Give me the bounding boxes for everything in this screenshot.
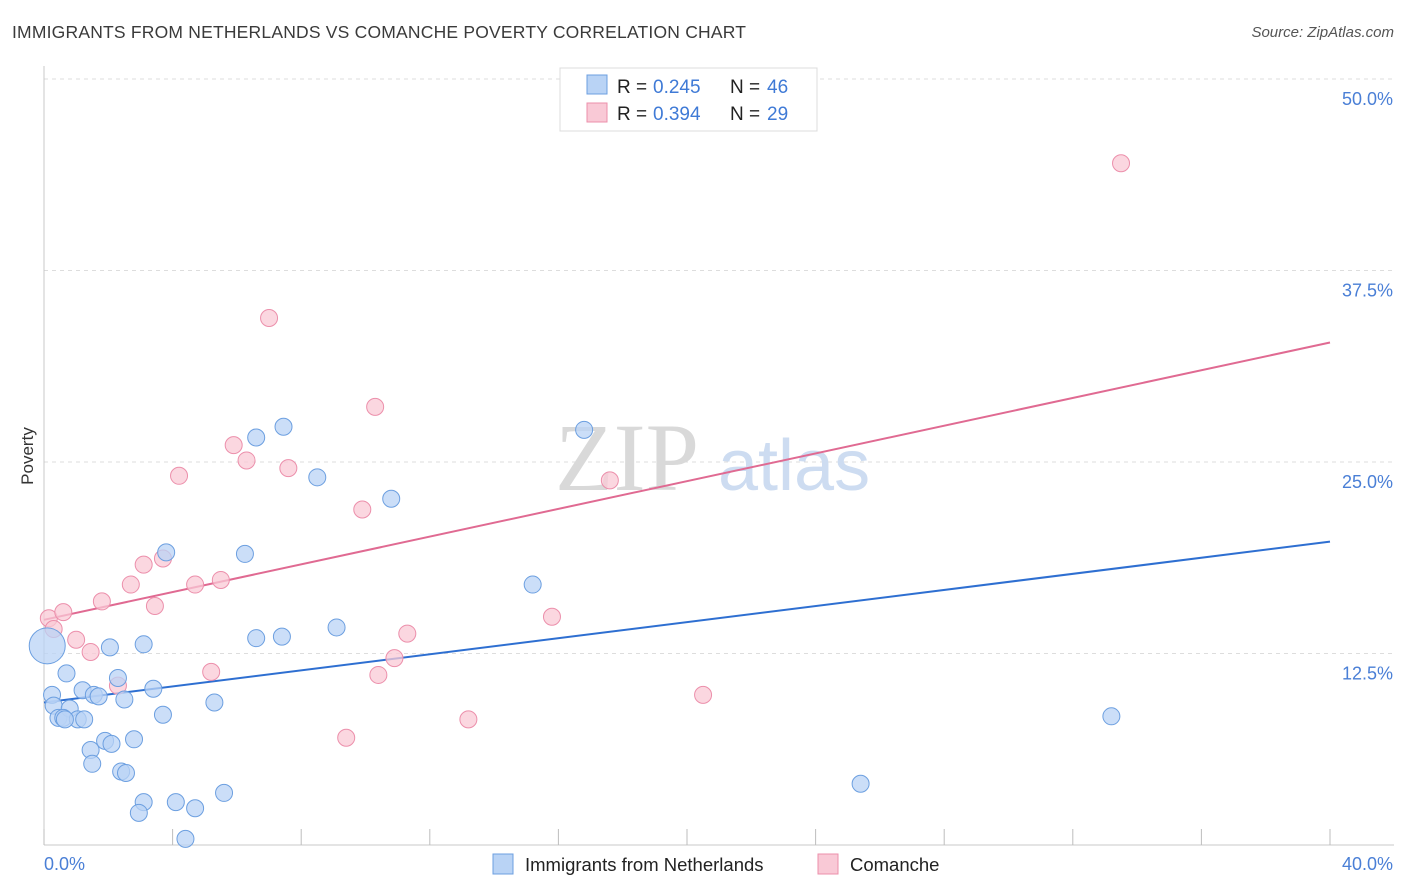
chart-title: IMMIGRANTS FROM NETHERLANDS VS COMANCHE … — [12, 22, 747, 42]
netherlands-point-4 — [57, 664, 76, 683]
comanche-point-23 — [385, 649, 404, 668]
bottom-legend-swatch-blue — [492, 853, 514, 875]
netherlands-point-32 — [215, 783, 234, 802]
comanche-point-5 — [92, 592, 111, 611]
netherlands-point-18 — [83, 754, 102, 773]
x-tick-label-max: 40.0% — [1342, 854, 1393, 874]
comanche-point-24 — [398, 624, 417, 643]
bottom-legend-label-blue: Immigrants from Netherlands — [525, 854, 764, 875]
comanche-point-2 — [54, 603, 73, 622]
y-tick-label-3: 50.0% — [1342, 89, 1393, 109]
comanche-point-21 — [366, 397, 385, 416]
netherlands-point-30 — [186, 799, 205, 818]
comanche-point-9 — [145, 597, 164, 616]
netherlands-point-38 — [308, 468, 327, 487]
legend-n-value-blue: 46 — [767, 77, 788, 98]
netherlands-point-24 — [153, 705, 172, 724]
netherlands-point-36 — [272, 627, 291, 646]
netherlands-point-42 — [575, 420, 594, 439]
netherlands-point-0 — [28, 627, 66, 665]
comanche-point-22 — [369, 665, 388, 684]
axes — [43, 66, 1394, 846]
netherlands-point-12 — [100, 638, 119, 657]
comanche-point-8 — [134, 555, 153, 574]
netherlands-point-37 — [274, 417, 293, 436]
netherlands-points — [28, 417, 1121, 848]
comanche-point-17 — [260, 308, 279, 327]
comanche-point-26 — [542, 607, 561, 626]
legend-r-label-blue: R = — [617, 77, 647, 98]
legend: R = 0.245 N = 46 R = 0.394 N = 29 — [559, 67, 818, 132]
comanche-point-4 — [81, 642, 100, 661]
watermark: ZIP atlas — [555, 404, 870, 511]
y-axis-title: Poverty — [18, 427, 37, 485]
bottom-legend-label-pink: Comanche — [850, 854, 939, 875]
y-tick-label-1: 25.0% — [1342, 472, 1393, 492]
netherlands-point-40 — [382, 489, 401, 508]
comanche-point-20 — [353, 500, 372, 519]
netherlands-point-28 — [166, 793, 185, 812]
comanche-point-14 — [211, 570, 230, 589]
netherlands-point-13 — [108, 669, 127, 688]
netherlands-point-41 — [523, 575, 542, 594]
comanche-point-27 — [600, 471, 619, 490]
comanche-point-12 — [186, 575, 205, 594]
netherlands-point-11 — [89, 687, 108, 706]
legend-n-label-blue: N = — [730, 77, 760, 98]
bottom-legend-swatch-pink — [817, 853, 839, 875]
comanche-point-18 — [279, 459, 298, 478]
comanche-point-7 — [121, 575, 140, 594]
legend-n-label-pink: N = — [730, 104, 760, 125]
legend-r-value-blue: 0.245 — [653, 77, 701, 98]
legend-swatch-blue — [586, 74, 608, 95]
legend-r-label-pink: R = — [617, 104, 647, 125]
y-tick-label-0: 12.5% — [1342, 664, 1393, 684]
netherlands-point-45 — [55, 710, 74, 729]
legend-n-value-pink: 29 — [767, 104, 788, 125]
comanche-point-11 — [170, 466, 189, 485]
netherlands-point-33 — [235, 544, 254, 563]
netherlands-point-44 — [1102, 707, 1121, 726]
y-tick-labels: 12.5% 25.0% 37.5% 50.0% — [1342, 89, 1393, 684]
x-tick-label-min: 0.0% — [44, 854, 85, 874]
chart-source: Source: ZipAtlas.com — [1251, 24, 1394, 41]
comanche-point-29 — [1112, 154, 1131, 173]
netherlands-point-27 — [129, 803, 148, 822]
comanche-point-19 — [337, 728, 356, 747]
comanche-point-15 — [224, 436, 243, 455]
y-tick-label-2: 37.5% — [1342, 281, 1393, 301]
netherlands-point-31 — [205, 693, 224, 712]
netherlands-point-39 — [327, 618, 346, 637]
comanche-point-13 — [202, 662, 221, 681]
trend-line-netherlands — [43, 540, 1331, 704]
netherlands-point-35 — [247, 428, 266, 447]
trend-line-comanche — [43, 341, 1331, 621]
comanche-point-25 — [459, 710, 478, 729]
comanche-points — [39, 154, 1131, 747]
netherlands-point-17 — [102, 734, 121, 753]
x-ticks — [43, 829, 1331, 845]
bottom-legend: Immigrants from Netherlands Comanche — [492, 853, 939, 875]
gridlines — [44, 78, 1394, 654]
netherlands-point-43 — [851, 774, 870, 793]
legend-r-value-pink: 0.394 — [653, 104, 701, 125]
netherlands-point-8 — [75, 710, 94, 729]
watermark-atlas: atlas — [718, 426, 870, 506]
legend-swatch-pink — [586, 102, 608, 123]
netherlands-point-20 — [116, 763, 135, 782]
netherlands-point-21 — [125, 730, 144, 749]
comanche-point-3 — [67, 630, 86, 649]
trend-lines — [43, 341, 1331, 704]
netherlands-point-34 — [247, 629, 266, 648]
netherlands-point-14 — [115, 690, 134, 709]
netherlands-point-23 — [144, 679, 163, 698]
comanche-point-16 — [237, 451, 256, 470]
netherlands-point-22 — [134, 635, 153, 654]
netherlands-point-25 — [157, 543, 176, 562]
netherlands-point-29 — [176, 829, 195, 848]
comanche-point-28 — [694, 685, 713, 704]
